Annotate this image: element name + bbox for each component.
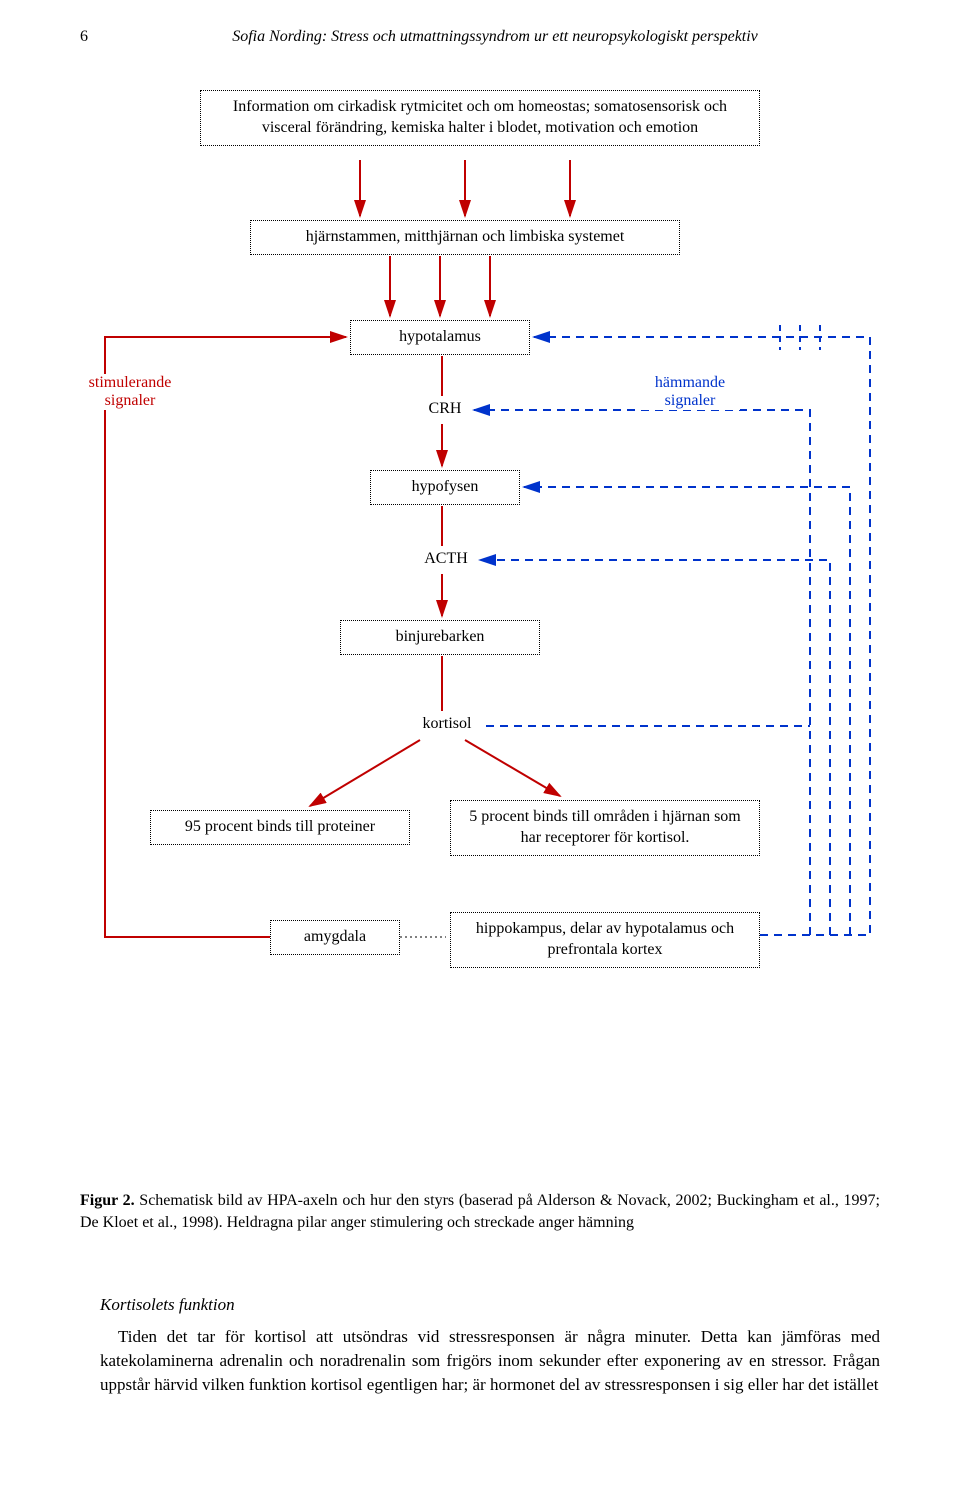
box-amygdala: amygdala [270, 920, 400, 955]
hpa-axis-diagram: Information om cirkadisk rytmicitet och … [80, 90, 880, 1160]
section-heading: Kortisolets funktion [100, 1295, 235, 1315]
box-hippocampus: hippokampus, delar av hypotalamus och pr… [450, 912, 760, 968]
label-crh: CRH [420, 400, 470, 418]
box-hypotalamus: hypotalamus [350, 320, 530, 355]
figure-caption: Figur 2. Schematisk bild av HPA-axeln oc… [80, 1190, 880, 1233]
running-title: Sofia Nording: Stress och utmattningssyn… [110, 28, 880, 46]
box-hypofysen: hypofysen [370, 470, 520, 505]
label-acth: ACTH [416, 550, 476, 568]
label-stimulating: stimulerande signaler [80, 374, 180, 410]
page-number: 6 [80, 28, 110, 46]
box-brain-receptors: 5 procent binds till områden i hjärnan s… [450, 800, 760, 856]
box-binjurebarken: binjurebarken [340, 620, 540, 655]
box-info: Information om cirkadisk rytmicitet och … [200, 90, 760, 146]
label-kortisol: kortisol [412, 715, 482, 733]
body-paragraph: Tiden det tar för kortisol att utsöndras… [100, 1325, 880, 1396]
figure-label: Figur 2. [80, 1192, 135, 1209]
box-brainstem: hjärnstammen, mitthjärnan och limbiska s… [250, 220, 680, 255]
caption-text: Schematisk bild av HPA-axeln och hur den… [80, 1192, 880, 1231]
label-inhibiting: hämmande signaler [640, 374, 740, 410]
box-proteins: 95 procent binds till proteiner [150, 810, 410, 845]
